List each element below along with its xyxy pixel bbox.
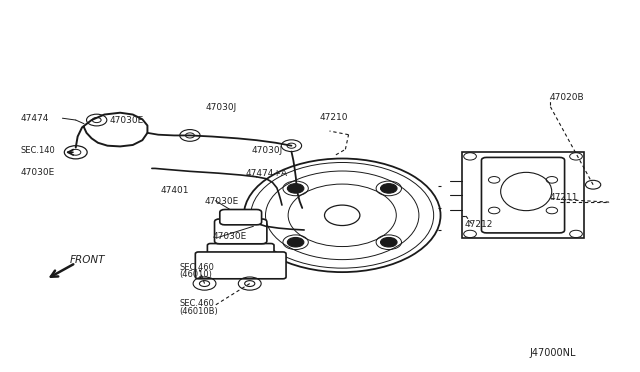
Text: (46010B): (46010B): [179, 307, 218, 316]
FancyBboxPatch shape: [463, 152, 584, 238]
FancyBboxPatch shape: [220, 209, 262, 225]
Text: 47030J: 47030J: [252, 146, 283, 155]
Circle shape: [381, 184, 397, 193]
Text: J47000NL: J47000NL: [529, 348, 576, 358]
FancyBboxPatch shape: [214, 219, 267, 244]
Ellipse shape: [500, 172, 552, 211]
Text: 47020B: 47020B: [550, 93, 584, 102]
Circle shape: [287, 184, 304, 193]
Text: 47030E: 47030E: [212, 232, 246, 241]
Text: FRONT: FRONT: [69, 255, 105, 265]
Text: 47474: 47474: [20, 114, 49, 123]
Text: 47212: 47212: [465, 220, 493, 229]
FancyBboxPatch shape: [207, 244, 274, 277]
Text: 47030E: 47030E: [205, 197, 239, 206]
Text: 47030E: 47030E: [20, 168, 55, 177]
Text: SEC.140: SEC.140: [20, 146, 55, 155]
Text: (46010): (46010): [179, 270, 212, 279]
Text: 47474+A: 47474+A: [245, 169, 287, 178]
Text: 47401: 47401: [160, 186, 189, 195]
Circle shape: [381, 237, 397, 247]
Text: 47030J: 47030J: [206, 103, 237, 112]
Text: 47210: 47210: [320, 113, 349, 122]
Text: SEC.460: SEC.460: [179, 299, 214, 308]
FancyBboxPatch shape: [195, 252, 286, 279]
Text: 47211: 47211: [550, 193, 578, 202]
Circle shape: [287, 237, 304, 247]
FancyBboxPatch shape: [481, 157, 564, 233]
Text: SEC.460: SEC.460: [179, 263, 214, 272]
Text: 47030E: 47030E: [109, 116, 143, 125]
